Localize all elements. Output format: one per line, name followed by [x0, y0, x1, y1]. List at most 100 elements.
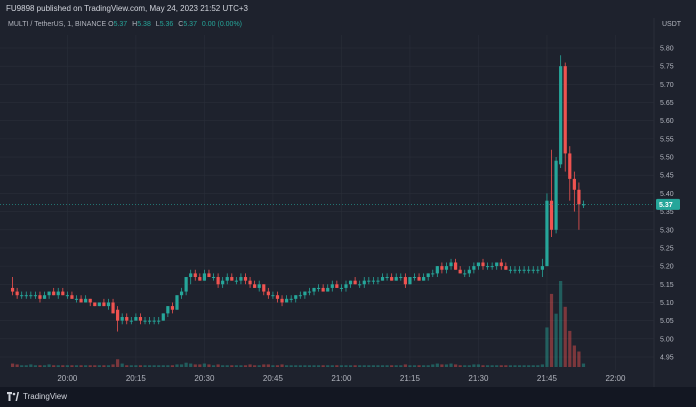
volume-bar: [422, 365, 426, 367]
volume-bar: [540, 364, 544, 367]
candle-body: [161, 313, 165, 321]
candle-body: [143, 320, 147, 322]
candle-body: [339, 287, 344, 289]
candle-body: [216, 277, 220, 285]
candle-body: [348, 280, 353, 285]
volume-bar: [517, 365, 522, 367]
volume-bar: [435, 363, 439, 367]
volume-bar: [239, 365, 243, 367]
candle-body: [380, 277, 385, 281]
volume-bar: [184, 362, 188, 367]
y-tick-label-4: 5.60: [660, 118, 674, 125]
volume-bar: [431, 364, 435, 367]
volume-bar: [175, 364, 179, 367]
volume-bar: [367, 365, 371, 367]
volume-bar: [179, 364, 184, 367]
candle-body: [175, 295, 179, 310]
volume-bar: [29, 364, 33, 367]
candle-body: [577, 189, 581, 205]
volume-bar: [321, 365, 325, 367]
volume-bar: [339, 365, 344, 367]
x-tick-label-2: 20:30: [194, 374, 215, 383]
volume-bar: [198, 364, 202, 367]
candle-body: [74, 298, 79, 300]
volume-bar: [536, 365, 540, 367]
candle-body: [166, 306, 170, 314]
last-price-tag: [656, 198, 680, 210]
volume-bar: [230, 365, 234, 367]
candle-body: [435, 266, 439, 274]
volume-bar: [289, 365, 293, 367]
volume-bar: [74, 365, 79, 367]
volume-bar: [454, 364, 458, 367]
volume-bar: [380, 365, 385, 367]
volume-bar: [458, 365, 462, 367]
x-tick-label-0: 20:00: [57, 374, 78, 383]
y-tick-label-5: 5.55: [660, 136, 674, 143]
volume-bar: [56, 365, 60, 367]
volume-bar: [134, 365, 138, 367]
volume-bar: [170, 365, 175, 367]
candle-body: [531, 269, 535, 271]
candle-body: [170, 306, 175, 310]
candle-body: [554, 160, 558, 230]
volume-bar: [303, 365, 307, 367]
volume-bar: [106, 365, 111, 367]
volume-bar: [463, 365, 467, 367]
candle-body: [481, 262, 485, 267]
candle-body: [125, 317, 129, 321]
volume-bar: [490, 365, 494, 367]
volume-bar: [143, 365, 147, 367]
tradingview-logo[interactable]: TradingView: [7, 392, 67, 401]
volume-bar: [84, 365, 88, 367]
low-value: 5.36: [159, 21, 174, 28]
candle-body: [330, 284, 334, 288]
y-tick-label-3: 5.65: [660, 100, 674, 107]
volume-bar: [15, 364, 19, 367]
candle-body: [394, 277, 398, 281]
candle-body: [294, 295, 298, 299]
x-tick-label-8: 22:00: [605, 374, 626, 383]
volume-bar: [449, 363, 453, 367]
candle-body: [65, 295, 69, 297]
candle-body: [10, 287, 15, 292]
candle-body: [454, 262, 458, 270]
candle-body: [243, 277, 248, 281]
volume-bar: [97, 365, 101, 367]
x-tick-label-5: 21:15: [400, 374, 421, 383]
volume-bar: [335, 365, 339, 367]
candle-body: [275, 295, 280, 299]
candle-body: [399, 277, 403, 279]
candle-body: [116, 309, 120, 321]
volume-bar: [476, 364, 481, 367]
candle-body: [412, 277, 417, 279]
candle-body: [225, 277, 229, 281]
candle-body: [88, 298, 92, 303]
header-bar: FU9898 published on TradingView.com, May…: [0, 0, 696, 18]
volume-bar: [545, 327, 549, 367]
candle-body: [426, 273, 430, 278]
candle-body: [52, 291, 56, 296]
candle-body: [367, 280, 371, 282]
candle-body: [211, 277, 216, 279]
volume-bar: [111, 364, 115, 367]
volume-bar: [280, 364, 284, 367]
volume-bar: [65, 365, 69, 367]
symbol-label[interactable]: MULTI / TetherUS, 1, BINANCE: [8, 21, 107, 28]
y-tick-label-8: 5.40: [660, 191, 674, 198]
volume-bar: [234, 365, 238, 367]
candle-body: [417, 277, 421, 281]
close-value: 5.37: [183, 21, 197, 28]
open-label: O: [108, 21, 114, 28]
candle-body: [536, 269, 540, 271]
volume-bar: [161, 365, 165, 367]
candle-body: [93, 302, 97, 307]
volume-bar: [403, 364, 407, 367]
volume-bar: [394, 365, 398, 367]
volume-bar: [330, 365, 334, 367]
candle-body: [403, 277, 407, 285]
candle-body: [79, 298, 83, 303]
volume-bar: [70, 365, 74, 367]
